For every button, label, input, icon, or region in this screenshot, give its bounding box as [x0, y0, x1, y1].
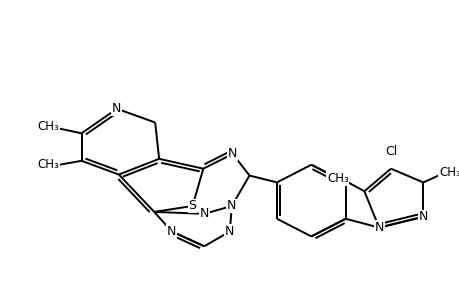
Text: N: N — [167, 225, 176, 238]
Text: CH₃: CH₃ — [438, 166, 459, 179]
Text: N: N — [228, 147, 237, 161]
Text: N: N — [224, 225, 234, 238]
Text: S: S — [188, 200, 196, 212]
Text: N: N — [199, 207, 208, 220]
Text: CH₃: CH₃ — [37, 158, 59, 171]
Text: CH₃: CH₃ — [326, 172, 348, 185]
Text: N: N — [418, 210, 427, 223]
Text: N: N — [112, 102, 121, 115]
Text: N: N — [227, 200, 236, 212]
Text: Cl: Cl — [384, 146, 396, 158]
Text: CH₃: CH₃ — [37, 120, 59, 133]
Text: N: N — [374, 221, 383, 234]
